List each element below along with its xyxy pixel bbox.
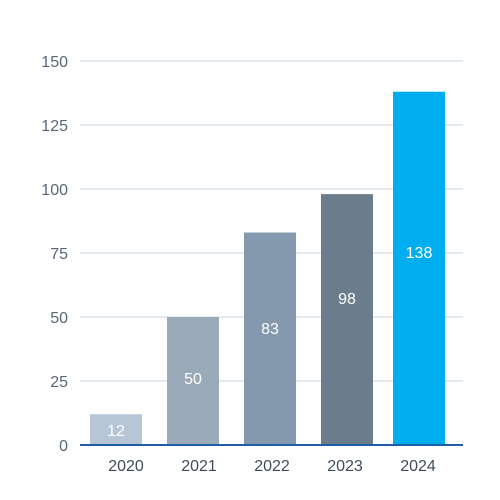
bar-2022 xyxy=(244,232,296,445)
y-tick-label: 0 xyxy=(59,438,68,455)
x-tick-label-2021: 2021 xyxy=(181,458,217,475)
x-tick-label-2024: 2024 xyxy=(400,458,436,475)
data-label-2023: 98 xyxy=(338,291,356,308)
y-tick-label: 75 xyxy=(50,246,68,263)
x-axis-tick-labels: 2020 2021 2022 2023 2024 xyxy=(108,458,436,475)
bar-2024 xyxy=(393,91,445,445)
data-label-2024: 138 xyxy=(406,245,433,262)
bar-2023 xyxy=(321,194,373,445)
data-label-2022: 83 xyxy=(261,321,279,338)
y-tick-label: 25 xyxy=(50,374,68,391)
x-tick-label-2023: 2023 xyxy=(327,458,363,475)
bar-2021 xyxy=(167,317,219,445)
bars xyxy=(90,91,445,445)
data-labels: 12 50 83 98 138 xyxy=(107,245,432,440)
y-tick-label: 125 xyxy=(41,118,68,135)
data-label-2020: 12 xyxy=(107,423,125,440)
y-tick-label: 150 xyxy=(41,54,68,71)
y-tick-label: 100 xyxy=(41,182,68,199)
data-label-2021: 50 xyxy=(184,371,202,388)
y-tick-label: 50 xyxy=(50,310,68,327)
x-tick-label-2022: 2022 xyxy=(254,458,290,475)
y-axis-tick-labels: 0 25 50 75 100 125 150 xyxy=(41,54,68,455)
bar-2020 xyxy=(90,414,142,445)
x-tick-label-2020: 2020 xyxy=(108,458,144,475)
